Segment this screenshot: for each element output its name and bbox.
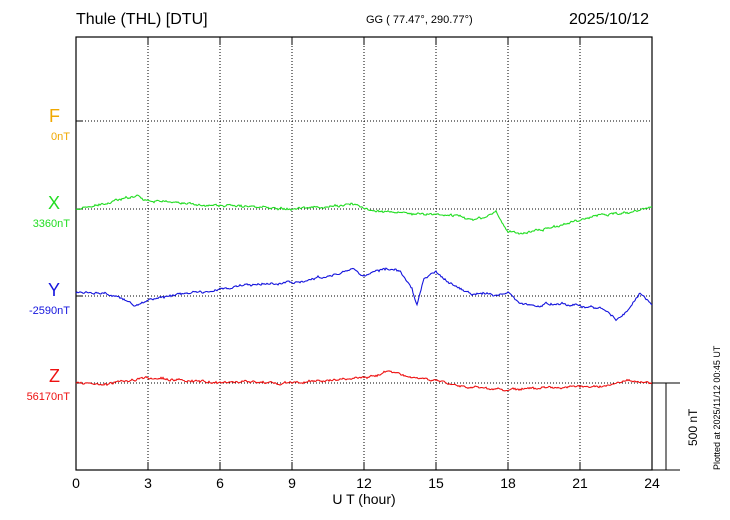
station-title: Thule (THL) [DTU] bbox=[76, 11, 208, 28]
x-tick-label: 18 bbox=[500, 475, 516, 491]
x-tick-label: 3 bbox=[144, 475, 152, 491]
series-base-x: 3360nT bbox=[32, 218, 70, 230]
series-line-z bbox=[75, 370, 653, 392]
series-line-y bbox=[75, 267, 653, 322]
series-base-y: -2590nT bbox=[29, 305, 70, 317]
plot-date: 2025/10/12 bbox=[569, 11, 650, 28]
series-label-y: Y bbox=[47, 280, 60, 300]
x-tick-label: 12 bbox=[356, 475, 372, 491]
x-tick-label: 9 bbox=[288, 475, 296, 491]
x-tick-label: 15 bbox=[428, 475, 444, 491]
x-tick-label: 0 bbox=[72, 475, 80, 491]
scale-bar-label: 500 nT bbox=[686, 408, 700, 446]
series-label-x: X bbox=[47, 193, 60, 213]
series-base-f: 0nT bbox=[51, 131, 70, 143]
x-tick-label: 24 bbox=[644, 475, 660, 491]
x-tick-label: 21 bbox=[572, 475, 588, 491]
plotted-timestamp: Plotted at 2025/11/12 00:45 UT bbox=[712, 345, 722, 470]
x-tick-label: 6 bbox=[216, 475, 224, 491]
x-axis-label: U T (hour) bbox=[332, 491, 395, 507]
series-label-f: F bbox=[49, 106, 60, 126]
series-label-z: Z bbox=[49, 366, 60, 386]
series-base-z: 56170nT bbox=[26, 391, 70, 403]
station-coordinates: GG ( 77.47°, 290.77°) bbox=[366, 14, 473, 26]
series-line-x bbox=[75, 194, 652, 235]
